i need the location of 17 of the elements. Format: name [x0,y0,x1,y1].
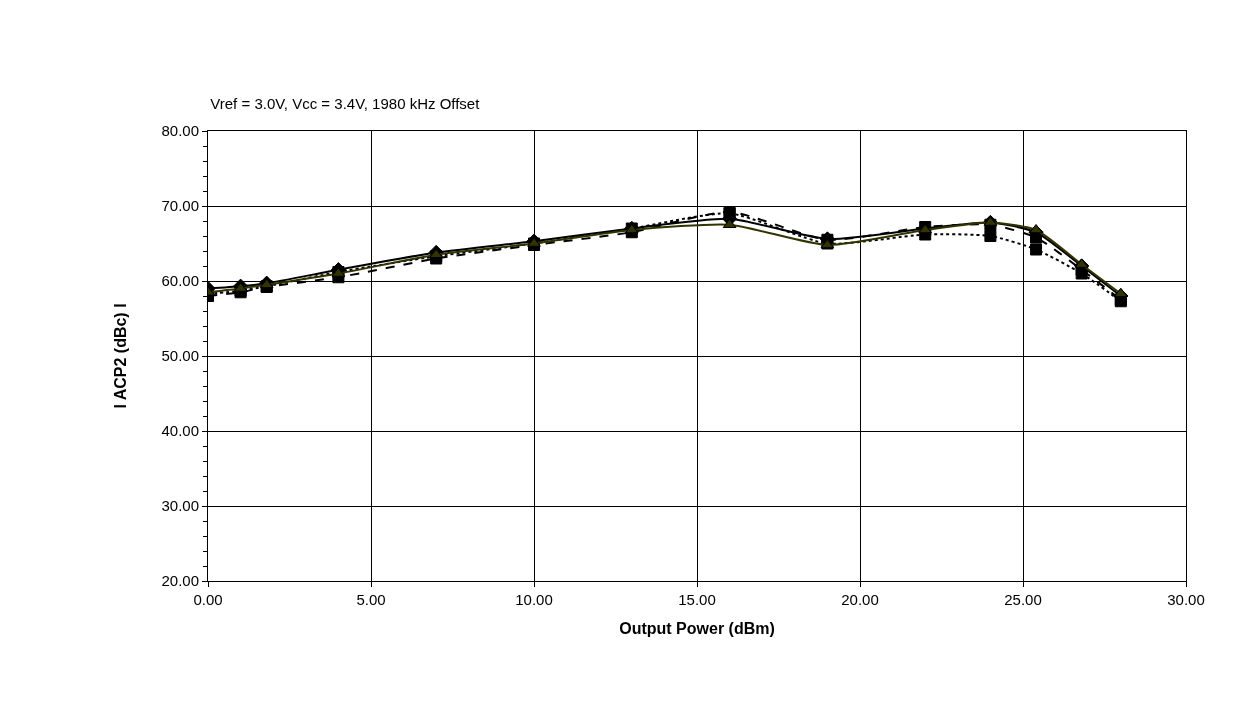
y-tick-label: 80.00 [161,122,199,140]
y-tick-label: 20.00 [161,572,199,590]
x-tick-label: 10.00 [515,591,553,608]
y-tick-label: 50.00 [161,347,199,365]
x-tick-label: 25.00 [1004,591,1042,608]
x-tick-label: 0.00 [193,591,223,608]
chart-title: Vref = 3.0V, Vcc = 3.4V, 1980 kHz Offset [210,94,481,112]
x-tick-label: 30.00 [1167,591,1205,608]
x-tick-label: 20.00 [841,591,879,608]
y-tick-label: 30.00 [161,497,199,515]
x-axis-title: Output Power (dBm) [619,619,775,637]
y-tick-label: 70.00 [161,197,199,215]
x-tick-label: 5.00 [356,591,386,608]
x-tick-label: 15.00 [678,591,716,608]
y-tick-label: 40.00 [161,422,199,440]
y-tick-label: 60.00 [161,272,199,290]
y-axis-title: l ACP2 (dBc) l [112,303,130,409]
